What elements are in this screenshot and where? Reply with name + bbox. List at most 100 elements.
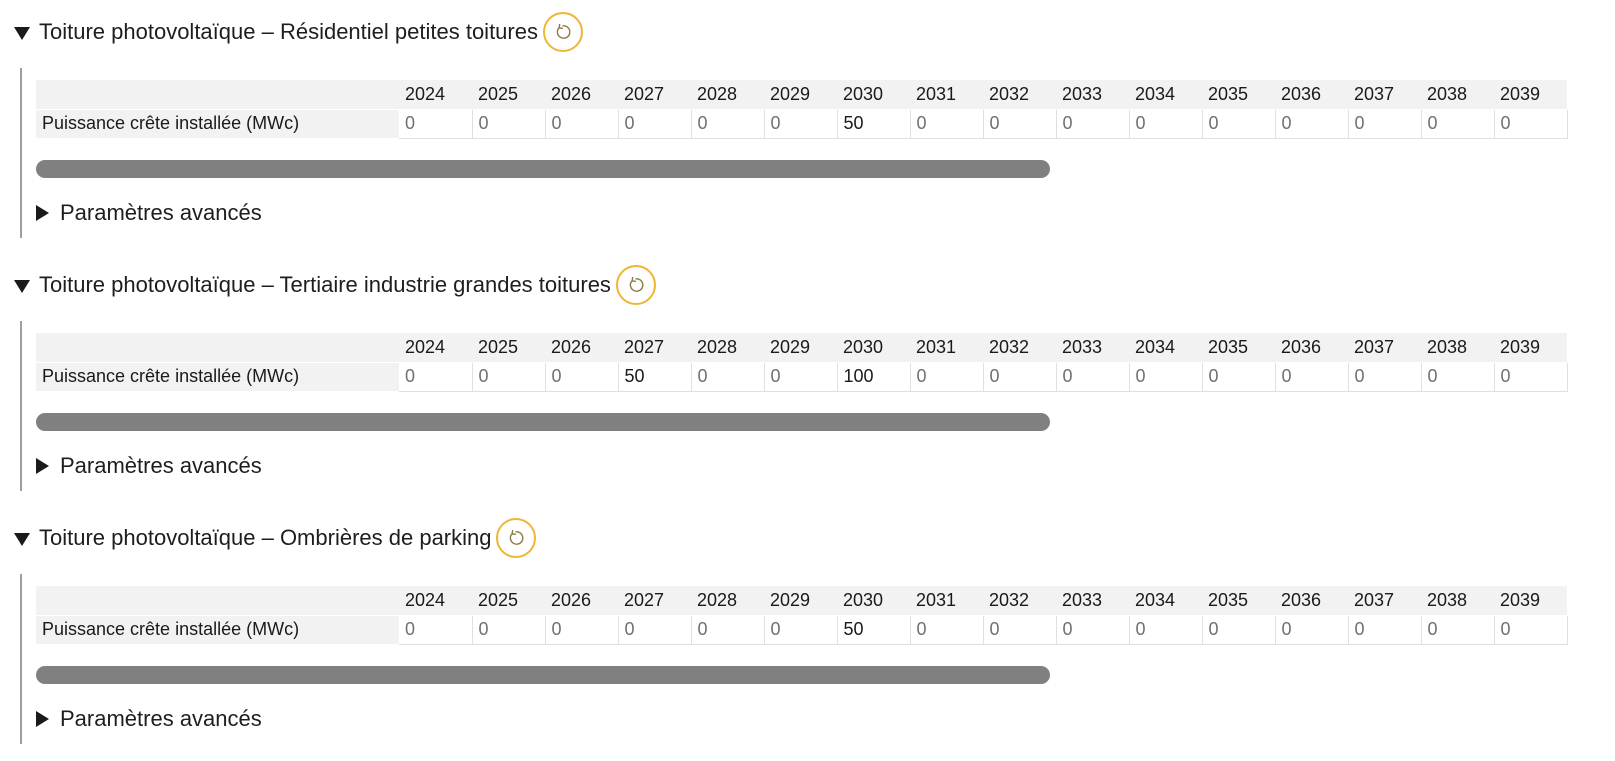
year-header: 2034 — [1129, 80, 1202, 110]
value-cell[interactable]: 0 — [545, 615, 619, 645]
triangle-right-icon[interactable] — [36, 205, 49, 221]
triangle-down-icon[interactable] — [14, 532, 30, 546]
year-header: 2032 — [983, 333, 1056, 363]
value-cell[interactable]: 0 — [910, 362, 984, 392]
value-cell[interactable]: 0 — [691, 362, 765, 392]
value-cell[interactable]: 0 — [764, 362, 838, 392]
year-header: 2032 — [983, 80, 1056, 110]
year-header: 2034 — [1129, 586, 1202, 616]
horizontal-scrollbar[interactable] — [36, 666, 1050, 684]
reset-icon — [626, 275, 646, 295]
value-cell[interactable]: 0 — [399, 615, 473, 645]
triangle-down-icon[interactable] — [14, 26, 30, 40]
value-cell[interactable]: 0 — [472, 109, 546, 139]
value-cell[interactable]: 0 — [399, 109, 473, 139]
table-scroll-area[interactable]: 2024 2025 2026 2027 2028 2029 2030 2031 2032 2033… — [36, 586, 1615, 648]
year-header: 2024 — [399, 586, 472, 616]
value-cell[interactable]: 0 — [1056, 109, 1130, 139]
table-row: Puissance crête installée (MWc) 0 0 0 0 0 0 50 0… — [36, 109, 1568, 139]
value-cell[interactable]: 0 — [910, 615, 984, 645]
value-cell[interactable]: 0 — [472, 362, 546, 392]
value-cell[interactable]: 0 — [618, 109, 692, 139]
horizontal-scrollbar[interactable] — [36, 160, 1050, 178]
advanced-parameters-label: Paramètres avancés — [60, 453, 262, 478]
section: Toiture photovoltaïque – Tertiaire indus… — [0, 263, 1615, 508]
value-cell[interactable]: 0 — [1494, 109, 1568, 139]
advanced-parameters-toggle[interactable]: Paramètres avancés — [36, 451, 262, 481]
value-cell[interactable]: 0 — [1421, 109, 1495, 139]
table-corner — [36, 333, 399, 363]
reset-icon — [506, 528, 526, 548]
value-cell[interactable]: 0 — [691, 615, 765, 645]
value-cell[interactable]: 0 — [1129, 362, 1203, 392]
value-cell[interactable]: 0 — [1348, 109, 1422, 139]
value-cell[interactable]: 0 — [691, 109, 765, 139]
reset-icon — [553, 22, 573, 42]
section-header-toggle[interactable]: Toiture photovoltaïque – Tertiaire indus… — [14, 263, 656, 307]
year-header: 2031 — [910, 80, 983, 110]
value-cell[interactable]: 50 — [618, 362, 692, 392]
section-rail — [20, 574, 22, 744]
value-cell[interactable]: 0 — [472, 615, 546, 645]
year-header: 2029 — [764, 586, 837, 616]
value-cell[interactable]: 0 — [1129, 109, 1203, 139]
year-header: 2030 — [837, 586, 910, 616]
table-scroll-area[interactable]: 2024 2025 2026 2027 2028 2029 2030 2031 2032 2033… — [36, 80, 1615, 142]
reset-button[interactable] — [615, 265, 656, 305]
triangle-right-icon[interactable] — [36, 458, 49, 474]
section-title: Toiture photovoltaïque – Ombrières de pa… — [39, 525, 492, 550]
value-cell[interactable]: 0 — [545, 362, 619, 392]
value-cell[interactable]: 0 — [1348, 362, 1422, 392]
value-cell[interactable]: 0 — [399, 362, 473, 392]
year-header: 2033 — [1056, 80, 1129, 110]
value-cell[interactable]: 0 — [1056, 362, 1130, 392]
value-cell[interactable]: 0 — [1202, 615, 1276, 645]
year-header: 2038 — [1421, 80, 1494, 110]
reset-button[interactable] — [542, 12, 583, 52]
advanced-parameters-toggle[interactable]: Paramètres avancés — [36, 198, 262, 228]
value-cell[interactable]: 0 — [983, 615, 1057, 645]
value-cell[interactable]: 0 — [1494, 615, 1568, 645]
value-cell[interactable]: 0 — [764, 615, 838, 645]
value-cell[interactable]: 0 — [1421, 615, 1495, 645]
value-cell[interactable]: 0 — [910, 109, 984, 139]
value-cell[interactable]: 0 — [1202, 362, 1276, 392]
value-cell[interactable]: 0 — [1275, 362, 1349, 392]
section-rail — [20, 321, 22, 491]
year-header: 2035 — [1202, 333, 1275, 363]
value-cell[interactable]: 0 — [983, 109, 1057, 139]
section-header-toggle[interactable]: Toiture photovoltaïque – Ombrières de pa… — [14, 516, 537, 560]
value-cell[interactable]: 0 — [1129, 615, 1203, 645]
table-scroll-area[interactable]: 2024 2025 2026 2027 2028 2029 2030 2031 2032 2033… — [36, 333, 1615, 395]
value-cell[interactable]: 0 — [1348, 615, 1422, 645]
value-cell[interactable]: 0 — [764, 109, 838, 139]
year-header: 2035 — [1202, 80, 1275, 110]
triangle-down-icon[interactable] — [14, 279, 30, 293]
value-cell[interactable]: 0 — [1275, 615, 1349, 645]
year-header: 2024 — [399, 333, 472, 363]
value-cell[interactable]: 50 — [837, 109, 911, 139]
horizontal-scrollbar[interactable] — [36, 413, 1050, 431]
year-header: 2027 — [618, 80, 691, 110]
triangle-right-icon[interactable] — [36, 711, 49, 727]
year-header: 2027 — [618, 586, 691, 616]
value-cell[interactable]: 0 — [1421, 362, 1495, 392]
value-cell[interactable]: 0 — [618, 615, 692, 645]
advanced-parameters-label: Paramètres avancés — [60, 200, 262, 225]
value-cell[interactable]: 100 — [837, 362, 911, 392]
value-cell[interactable]: 0 — [1494, 362, 1568, 392]
value-cell[interactable]: 0 — [545, 109, 619, 139]
reset-button[interactable] — [496, 518, 537, 558]
value-cell[interactable]: 0 — [983, 362, 1057, 392]
value-cell[interactable]: 0 — [1202, 109, 1276, 139]
section-header-toggle[interactable]: Toiture photovoltaïque – Résidentiel pet… — [14, 10, 583, 54]
year-header: 2025 — [472, 586, 545, 616]
section: Toiture photovoltaïque – Résidentiel pet… — [0, 10, 1615, 255]
value-cell[interactable]: 50 — [837, 615, 911, 645]
power-table: 2024 2025 2026 2027 2028 2029 2030 2031 2032 2033… — [36, 333, 1568, 392]
value-cell[interactable]: 0 — [1275, 109, 1349, 139]
value-cell[interactable]: 0 — [1056, 615, 1130, 645]
advanced-parameters-toggle[interactable]: Paramètres avancés — [36, 704, 262, 734]
year-header: 2037 — [1348, 80, 1421, 110]
table-corner — [36, 586, 399, 616]
